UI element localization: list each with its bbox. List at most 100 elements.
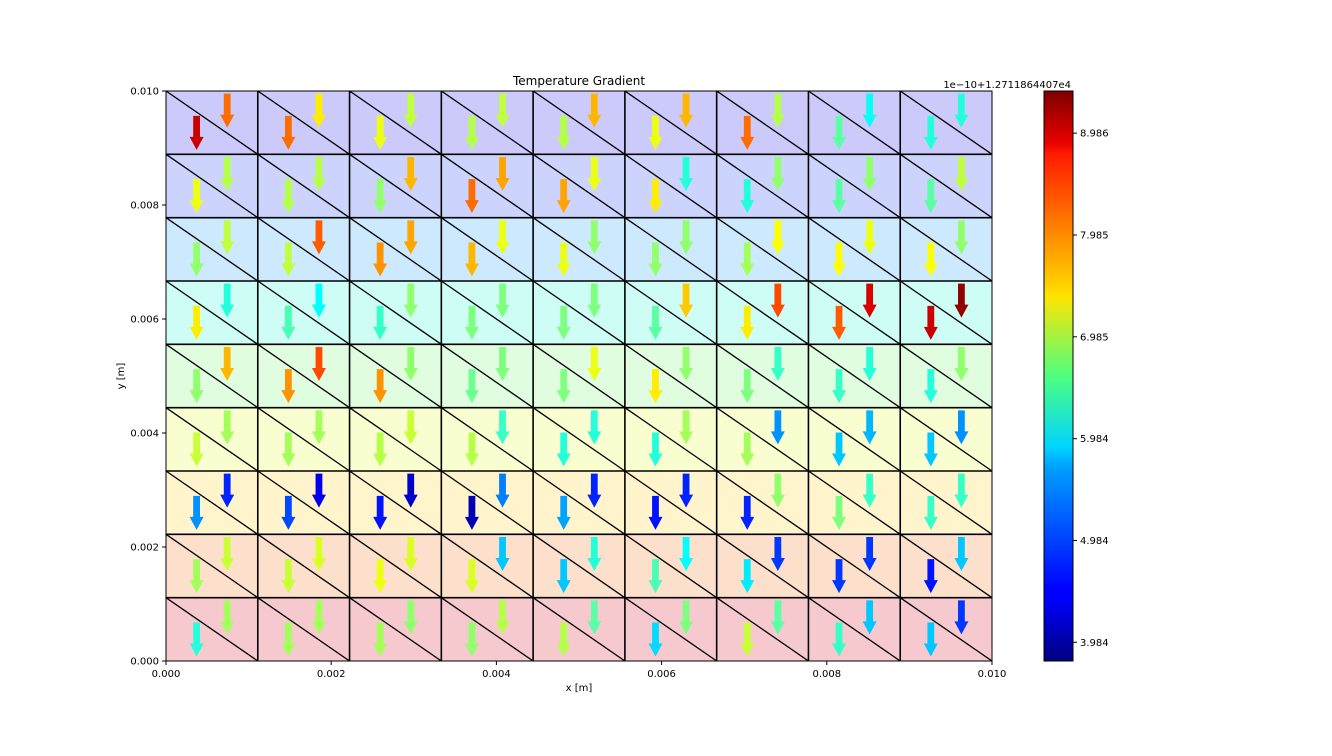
mesh-diagonal-line (716, 91, 809, 155)
gradient-arrow (587, 600, 602, 635)
gradient-arrow (832, 369, 847, 404)
gradient-arrow (373, 622, 388, 657)
gradient-arrow (740, 115, 755, 150)
gradient-arrow (495, 283, 510, 318)
gradient-arrow (373, 242, 388, 277)
gradient-arrow (281, 495, 296, 530)
mesh-diagonal-line (808, 533, 901, 599)
mesh-diagonal-line (899, 280, 992, 345)
gradient-arrow (556, 242, 571, 277)
gradient-arrow (464, 115, 479, 150)
gradient-arrow (220, 410, 235, 445)
gradient-arrow (281, 622, 296, 657)
mesh-diagonal-line (899, 343, 992, 409)
gradient-arrow (311, 537, 326, 571)
gradient-arrow (587, 347, 602, 381)
gradient-arrow (587, 537, 602, 571)
gradient-arrow (923, 115, 938, 150)
gradient-arrow (220, 473, 235, 508)
x-tick-label: 0.008 (812, 669, 841, 680)
gradient-arrow (740, 305, 755, 340)
mesh-diagonal-line (257, 153, 350, 219)
gradient-arrow (679, 537, 694, 571)
gradient-arrow (954, 220, 969, 255)
triangle-mesh (166, 91, 992, 661)
gradient-arrow (679, 157, 694, 191)
gradient-arrow (954, 347, 969, 381)
mesh-diagonal-line (716, 217, 809, 282)
gradient-arrow (311, 410, 326, 445)
gradient-arrow (679, 347, 694, 381)
gradient-arrow (495, 220, 510, 255)
gradient-arrow (311, 283, 326, 318)
gradient-arrow (679, 93, 694, 128)
mesh-diagonal-line (624, 470, 718, 535)
mesh-diagonal-line (808, 91, 901, 155)
gradient-arrow (832, 622, 847, 657)
gradient-arrow (281, 369, 296, 404)
gradient-arrow (220, 600, 235, 635)
gradient-arrow (556, 115, 571, 150)
mesh-diagonal-line (899, 153, 992, 219)
gradient-arrow (832, 432, 847, 467)
gradient-arrow (954, 537, 969, 571)
colorbar-ticks: 3.984 4.984 5.984 6.985 7.985 8.986 (1073, 129, 1109, 649)
gradient-arrow (220, 157, 235, 191)
mesh-diagonal-line (257, 343, 350, 409)
colorbar-offset-text: 1e−10+1.2711864407e4 (943, 80, 1071, 91)
gradient-arrow (403, 410, 418, 445)
gradient-arrow (832, 179, 847, 214)
y-axis-ticks: 0.000 0.002 0.004 0.006 0.008 0.010 (130, 87, 166, 668)
gradient-arrow (464, 305, 479, 340)
gradient-arrow (770, 600, 785, 635)
x-tick-label: 0.000 (152, 669, 181, 680)
gradient-arrow (862, 347, 877, 381)
gradient-arrow (220, 537, 235, 571)
mesh-diagonal-line (166, 343, 259, 409)
gradient-arrow (311, 347, 326, 381)
gradient-arrow (770, 157, 785, 191)
gradient-arrow (373, 559, 388, 594)
mesh-diagonal-line (532, 91, 626, 155)
mesh-diagonal-line (899, 597, 992, 661)
gradient-arrow (220, 283, 235, 318)
gradient-arrow (373, 115, 388, 150)
colorbar-tick-label: 7.985 (1080, 231, 1109, 242)
mesh-diagonal-line (808, 217, 901, 282)
gradient-arrow (648, 559, 663, 594)
mesh-diagonal-line (257, 597, 350, 661)
gradient-arrow (740, 432, 755, 467)
gradient-arrow (556, 369, 571, 404)
gradient-arrow (464, 369, 479, 404)
gradient-arrow (189, 432, 204, 467)
gradient-arrow (954, 283, 969, 318)
y-tick-label: 0.000 (130, 657, 159, 668)
mesh-diagonal-line (349, 91, 442, 155)
mesh-diagonal-line (532, 407, 626, 472)
gradient-arrow (587, 473, 602, 508)
mesh-diagonal-line (716, 597, 809, 661)
mesh-diagonal-line (166, 217, 259, 282)
mesh-diagonal-line (440, 407, 534, 472)
mesh-diagonal-line (440, 597, 534, 661)
mesh-diagonal-line (624, 280, 718, 345)
gradient-arrow (770, 347, 785, 381)
mesh-diagonal-line (440, 533, 534, 599)
mesh-diagonal-line (257, 407, 350, 472)
mesh-diagonal-line (624, 407, 718, 472)
gradient-arrow (464, 179, 479, 214)
gradient-arrow (740, 495, 755, 530)
gradient-arrow (189, 559, 204, 594)
gradient-arrow (740, 369, 755, 404)
gradient-arrow (281, 305, 296, 340)
colorbar-tick-label: 8.986 (1080, 129, 1109, 140)
mesh-diagonal-line (532, 153, 626, 219)
mesh-diagonal-line (899, 533, 992, 599)
gradient-arrow (220, 220, 235, 255)
mesh-diagonal-line (532, 597, 626, 661)
gradient-arrow (770, 220, 785, 255)
colorbar (1043, 90, 1074, 662)
gradient-arrow (832, 242, 847, 277)
mesh-diagonal-line (166, 280, 259, 345)
gradient-arrow (464, 622, 479, 657)
